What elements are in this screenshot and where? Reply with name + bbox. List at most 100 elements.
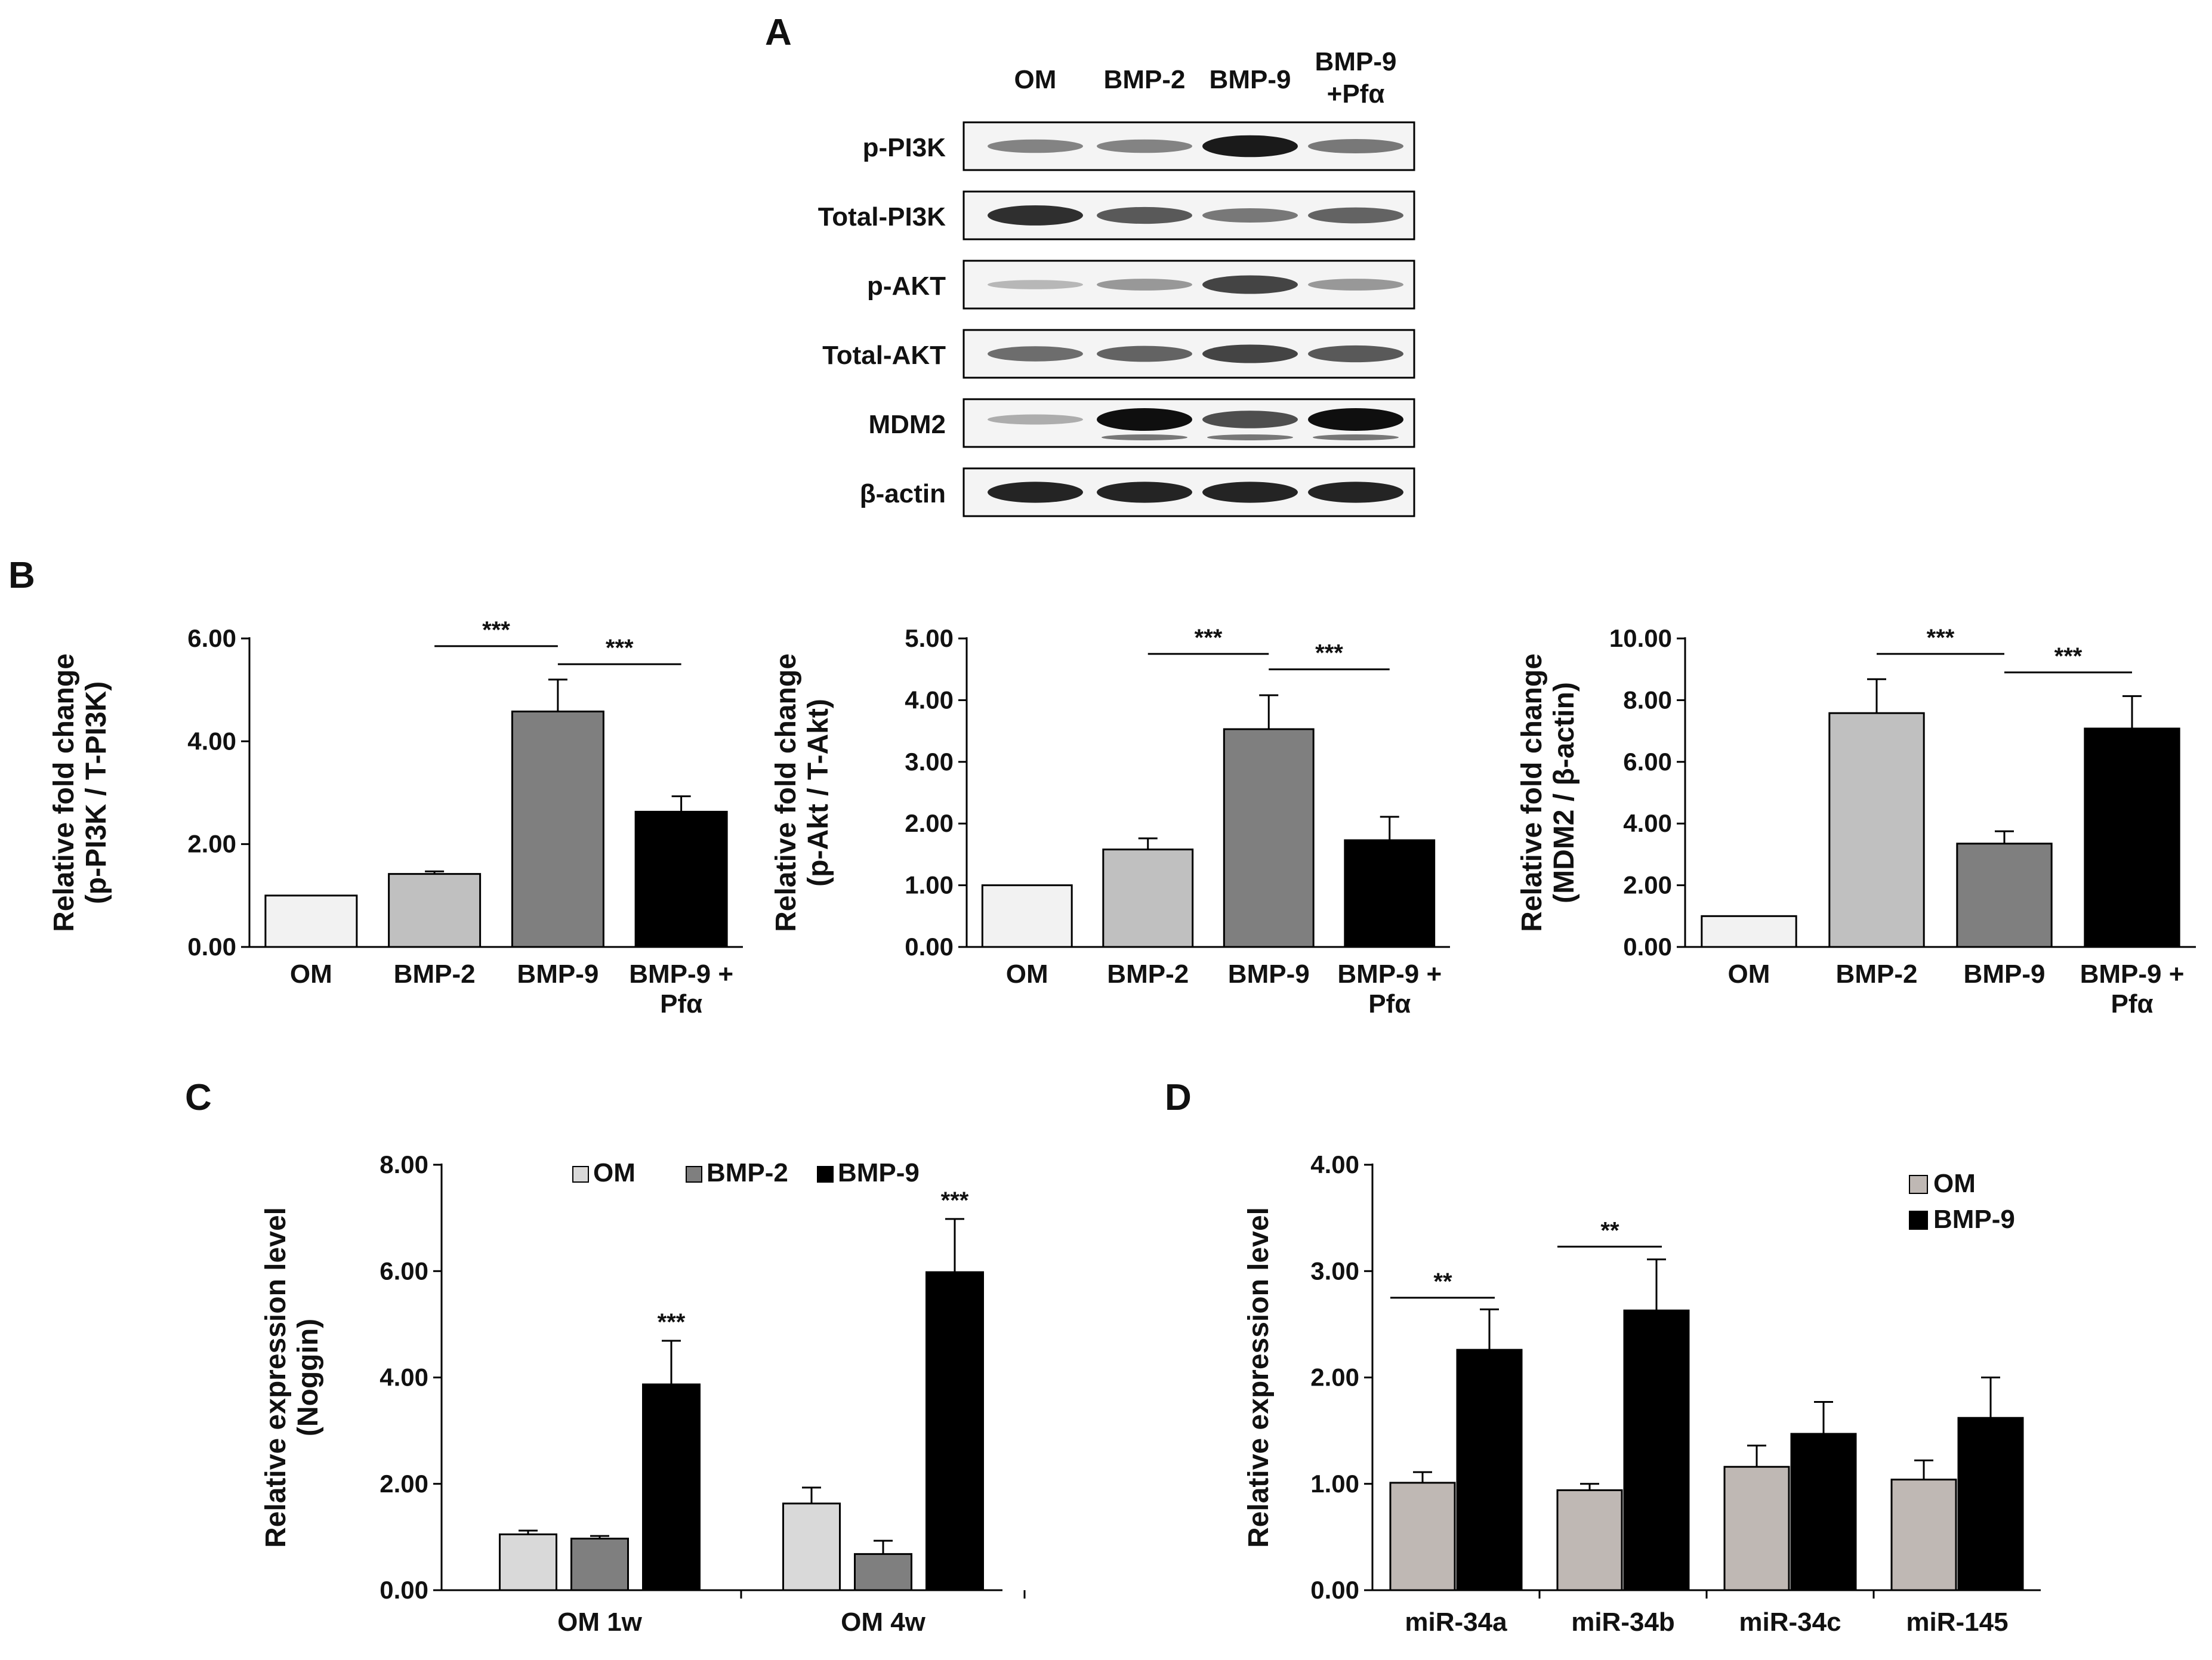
- bar: [1890, 1479, 1957, 1591]
- chart-b-pi3k: 0.00 2.00 4.00 6.00 Relative fold change (p-P…: [48, 617, 743, 1019]
- wb-band: [1202, 135, 1298, 158]
- wb-band: [1202, 344, 1298, 363]
- legend-swatch: [817, 1166, 834, 1183]
- bar: [1701, 915, 1797, 948]
- y-tick-label: 2.00: [1623, 871, 1672, 899]
- y-axis-title: (p-PI3K / T-PI3K): [81, 681, 112, 904]
- x-category-label: BMP-9 +: [2080, 959, 2185, 989]
- bar: [1828, 712, 1925, 948]
- significance-stars: ***: [658, 1309, 686, 1335]
- y-tick-label: 2.00: [1310, 1363, 1359, 1391]
- bar: [1957, 1417, 2024, 1591]
- bar: [2084, 727, 2180, 948]
- y-axis-title: Relative fold change: [48, 653, 80, 932]
- y-tick-label: 10.00: [1609, 624, 1672, 652]
- bar: [511, 710, 604, 948]
- y-tick-label: 4.00: [1310, 1150, 1359, 1178]
- wb-lane-label: BMP-9: [1210, 65, 1291, 94]
- wb-row-label: β-actin: [860, 479, 946, 508]
- y-axis-title: (p-Akt / T-Akt): [803, 699, 834, 887]
- y-axis-title: (Noggin): [292, 1319, 324, 1436]
- x-category-label: BMP-9 +: [629, 959, 733, 989]
- bar: [264, 894, 358, 948]
- wb-row-label: p-AKT: [867, 271, 946, 301]
- bar: [1556, 1489, 1623, 1591]
- x-category-label: miR-34b: [1571, 1607, 1675, 1637]
- wb-band: [1097, 345, 1192, 362]
- y-tick-label: 8.00: [1623, 686, 1672, 714]
- bar: [388, 873, 482, 948]
- y-tick-label: 3.00: [905, 748, 954, 776]
- x-category-label: OM: [1006, 959, 1048, 989]
- significance-stars: ***: [2054, 643, 2083, 669]
- wb-band: [1097, 139, 1192, 153]
- x-category-label: miR-34a: [1405, 1607, 1507, 1637]
- wb-band: [1202, 482, 1298, 503]
- wb-lane-label-line2: +Pfα: [1327, 79, 1385, 109]
- significance-stars: **: [1600, 1217, 1619, 1244]
- wb-row-label: Total-PI3K: [818, 202, 946, 232]
- wb-band: [1308, 279, 1403, 291]
- panel-label-b: B: [8, 555, 35, 596]
- x-category-label: BMP-9 +: [1337, 959, 1442, 989]
- y-axis-title: Relative fold change: [770, 653, 802, 932]
- bar: [1723, 1465, 1790, 1591]
- y-tick-label: 2.00: [380, 1470, 428, 1498]
- x-category-label: BMP-9: [1228, 959, 1310, 989]
- y-tick-label: 0.00: [380, 1576, 428, 1604]
- y-tick-label: 0.00: [905, 933, 954, 961]
- wb-band: [1308, 207, 1403, 224]
- wb-lane-label: BMP-9: [1315, 47, 1397, 76]
- x-category-label: BMP-9: [1964, 959, 2046, 989]
- y-axis-title: Relative expression level: [1243, 1207, 1275, 1548]
- wb-band-lower: [1102, 434, 1187, 440]
- panel-label-d: D: [1165, 1077, 1192, 1118]
- wb-band: [1097, 408, 1192, 431]
- bar: [634, 810, 728, 948]
- y-tick-label: 1.00: [905, 871, 954, 899]
- y-tick-label: 6.00: [1623, 748, 1672, 776]
- bar: [1344, 839, 1436, 948]
- wb-band: [988, 205, 1083, 226]
- wb-lane-label: OM: [1014, 65, 1057, 94]
- panel-label-c: C: [185, 1077, 212, 1118]
- legend-label: OM: [593, 1158, 635, 1187]
- chart-b-mdm2: 0.00 2.00 4.00 6.00 8.00 10.00 Relative fold c…: [1516, 624, 2196, 1019]
- y-axis-title: Relative fold change: [1516, 653, 1548, 932]
- y-tick-label: 6.00: [380, 1257, 428, 1285]
- y-tick-label: 0.00: [1310, 1576, 1359, 1604]
- wb-row-label: MDM2: [868, 410, 946, 439]
- wb-band: [1308, 345, 1403, 363]
- wb-band: [1308, 408, 1403, 431]
- chart-c-noggin: 0.00 2.00 4.00 6.00 8.00 Relative expression …: [260, 1150, 1026, 1637]
- wb-band-lower: [1207, 434, 1293, 440]
- legend-swatch: [572, 1166, 589, 1183]
- wb-band: [1308, 482, 1403, 503]
- legend-label: BMP-9: [1933, 1205, 2015, 1234]
- x-category-label: BMP-2: [394, 959, 476, 989]
- bar: [642, 1383, 701, 1591]
- x-category-label: OM 1w: [557, 1607, 643, 1637]
- bar: [1956, 843, 2053, 948]
- significance-stars: ***: [941, 1187, 969, 1214]
- bar: [1623, 1309, 1690, 1591]
- bar: [1456, 1349, 1523, 1591]
- x-category-label: OM: [1728, 959, 1770, 989]
- y-axis-title: Relative expression level: [260, 1207, 292, 1548]
- legend-swatch: [1909, 1175, 1928, 1194]
- legend-swatch: [686, 1166, 702, 1183]
- y-tick-label: 0.00: [187, 933, 236, 961]
- significance-stars: ***: [482, 617, 510, 643]
- significance-stars: ***: [606, 635, 634, 661]
- y-tick-label: 2.00: [905, 809, 954, 837]
- wb-band: [1202, 208, 1298, 223]
- wb-band: [1202, 275, 1298, 294]
- bar: [925, 1271, 984, 1591]
- significance-stars: ***: [1315, 640, 1343, 667]
- y-tick-label: 2.00: [187, 830, 236, 858]
- significance-stars: **: [1433, 1269, 1452, 1295]
- x-category-label: miR-145: [1906, 1607, 2008, 1637]
- bar: [981, 884, 1073, 948]
- legend-label: OM: [1933, 1169, 1976, 1198]
